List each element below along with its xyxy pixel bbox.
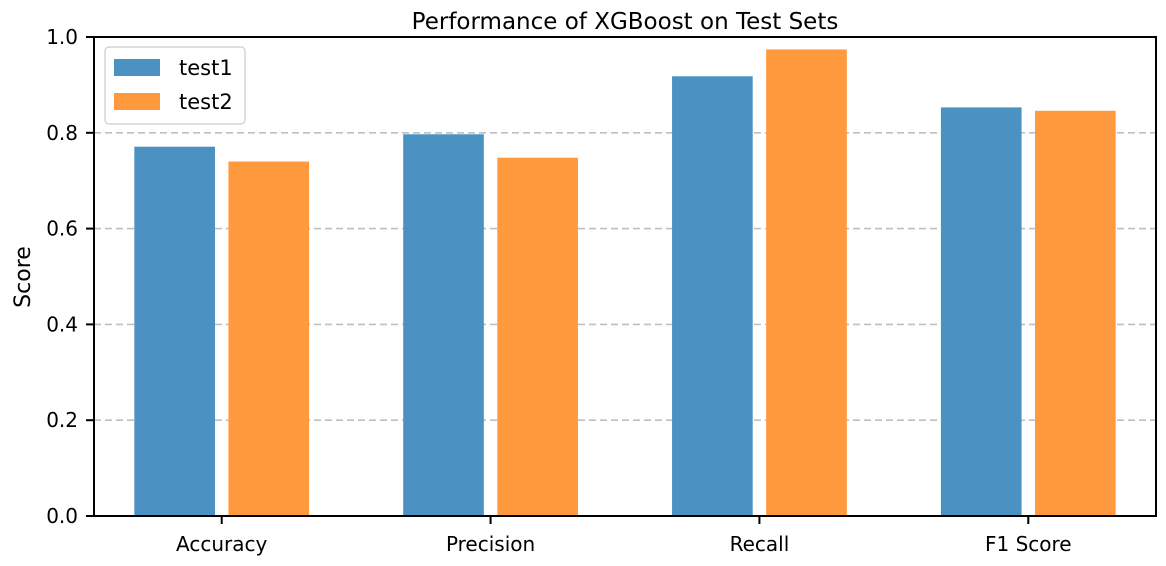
x-tick-label: Accuracy bbox=[176, 532, 267, 556]
y-tick-label: 1.0 bbox=[46, 25, 78, 49]
bar-test1-recall bbox=[672, 76, 753, 516]
bars bbox=[134, 49, 1116, 517]
y-tick-label: 0.0 bbox=[46, 504, 78, 528]
y-tick-label: 0.8 bbox=[46, 121, 78, 145]
bar-test2-precision bbox=[497, 157, 578, 516]
legend: test1 test2 bbox=[104, 46, 246, 125]
bar-test2-f1-score bbox=[1035, 110, 1116, 517]
plot-frame bbox=[93, 36, 1157, 517]
y-tick-label: 0.2 bbox=[46, 408, 78, 432]
bar-test1-precision bbox=[403, 134, 484, 516]
x-tick-label: Recall bbox=[730, 532, 790, 556]
bar-test2-recall bbox=[766, 49, 847, 516]
legend-swatch-test2 bbox=[114, 93, 160, 110]
chart-title: Performance of XGBoost on Test Sets bbox=[412, 9, 839, 35]
y-axis-label: Score bbox=[11, 246, 36, 308]
legend-label-test2: test2 bbox=[179, 90, 233, 114]
bar-test1-f1-score bbox=[940, 107, 1022, 517]
x-tick-label: Precision bbox=[446, 532, 535, 556]
legend-swatch-test1 bbox=[114, 59, 160, 76]
y-tick-label: 0.6 bbox=[46, 217, 78, 241]
x-axis-ticks: Accuracy Precision Recall F1 Score bbox=[176, 516, 1072, 556]
legend-label-test1: test1 bbox=[179, 56, 233, 80]
bar-test2-accuracy bbox=[228, 161, 310, 517]
x-tick-label: F1 Score bbox=[985, 532, 1072, 556]
bar-test1-accuracy bbox=[134, 146, 215, 517]
y-axis-ticks: 0.0 0.2 0.4 0.6 0.8 1.0 bbox=[46, 25, 94, 528]
y-tick-label: 0.4 bbox=[46, 312, 78, 336]
